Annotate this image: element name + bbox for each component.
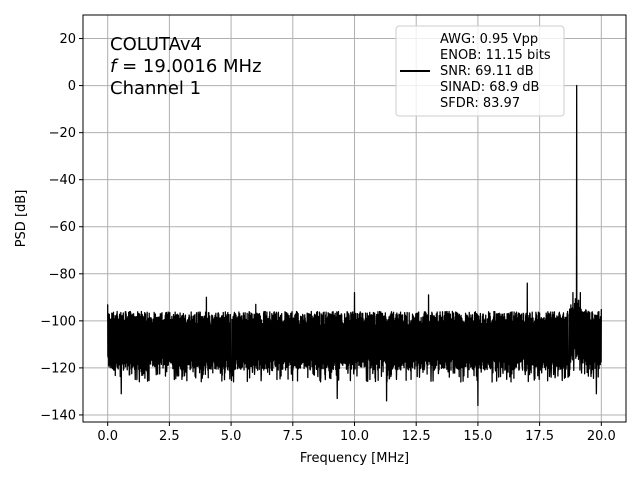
y-tick-label: −20 xyxy=(49,126,76,141)
legend: AWG: 0.95 Vpp ENOB: 11.15 bits SNR: 69.1… xyxy=(395,25,565,117)
x-tick-label: 5.0 xyxy=(221,429,242,444)
x-tick-label: 17.5 xyxy=(525,429,554,444)
y-axis-title: PSD [dB] xyxy=(14,190,29,248)
x-tick-label: 15.0 xyxy=(463,429,492,444)
y-tick-label: 0 xyxy=(68,79,76,94)
y-tick-label: −140 xyxy=(40,408,76,423)
y-tick-label: 20 xyxy=(59,32,76,47)
annotation-frequency-value: = 19.0016 MHz xyxy=(116,56,261,77)
x-tick-label: 2.5 xyxy=(159,429,180,444)
data-layer xyxy=(107,84,602,407)
annotation-chip-name: COLUTAv4 xyxy=(110,34,202,55)
ticks-layer: 0.0 2.5 5.0 7.5 10.0 12.5 15.0 17.5 20.0 20 0 −20 −4… xyxy=(40,32,616,444)
x-tick-label: 0.0 xyxy=(97,429,118,444)
legend-snr: SNR: 69.11 dB xyxy=(440,64,534,79)
legend-sfdr: SFDR: 83.97 xyxy=(440,96,520,111)
y-tick-label: −40 xyxy=(49,173,76,188)
annotation: COLUTAv4 f = 19.0016 MHz Channel 1 xyxy=(110,34,262,99)
annotation-frequency: f = 19.0016 MHz xyxy=(110,56,262,77)
annotation-channel: Channel 1 xyxy=(110,78,201,99)
legend-box xyxy=(395,25,565,117)
legend-awg: AWG: 0.95 Vpp xyxy=(440,32,538,47)
x-tick-label: 7.5 xyxy=(282,429,303,444)
y-tick-label: −100 xyxy=(40,314,76,329)
legend-enob: ENOB: 11.15 bits xyxy=(440,48,551,63)
y-tick-label: −60 xyxy=(49,220,76,235)
legend-sinad: SINAD: 68.9 dB xyxy=(440,80,539,95)
psd-series-line xyxy=(107,84,602,407)
annotation-frequency-symbol: f xyxy=(110,56,119,77)
x-tick-label: 20.0 xyxy=(587,429,616,444)
y-tick-label: −80 xyxy=(49,267,76,282)
y-tick-label: −120 xyxy=(40,361,76,376)
x-tick-label: 12.5 xyxy=(402,429,431,444)
x-tick-label: 10.0 xyxy=(340,429,369,444)
x-axis-title: Frequency [MHz] xyxy=(300,451,409,466)
